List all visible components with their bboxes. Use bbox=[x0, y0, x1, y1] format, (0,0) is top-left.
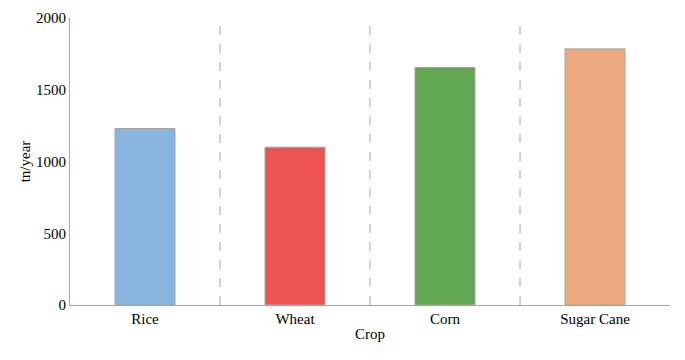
svg-text:Sugar Cane: Sugar Cane bbox=[560, 311, 630, 327]
svg-text:Crop: Crop bbox=[355, 326, 385, 342]
svg-text:tn/year: tn/year bbox=[17, 141, 33, 183]
svg-text:1000: 1000 bbox=[36, 154, 66, 170]
svg-text:Wheat: Wheat bbox=[275, 311, 315, 327]
svg-text:Rice: Rice bbox=[131, 311, 159, 327]
svg-text:1500: 1500 bbox=[36, 82, 66, 98]
svg-text:Corn: Corn bbox=[430, 311, 461, 327]
svg-text:500: 500 bbox=[44, 226, 67, 242]
svg-text:0: 0 bbox=[59, 297, 67, 313]
svg-text:2000: 2000 bbox=[36, 10, 66, 26]
